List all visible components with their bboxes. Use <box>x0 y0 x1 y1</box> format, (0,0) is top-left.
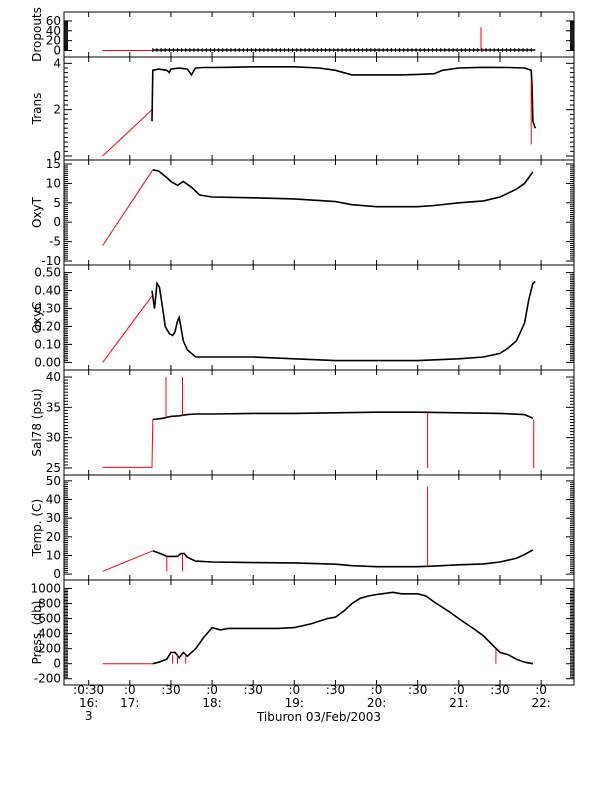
x-tick-label-hours: 16: <box>79 696 98 710</box>
panel-frame <box>63 369 575 476</box>
y-tick-label: -10 <box>41 254 61 268</box>
y-tick-label: 0.30 <box>34 302 61 316</box>
series-profile <box>152 591 534 665</box>
series-profile <box>152 169 534 208</box>
series-gap <box>102 550 153 572</box>
panels-layer: 0204060Dropouts024Trans-10-5051015OxyT0.… <box>30 7 575 686</box>
x-tick-label-minutes: :0 <box>535 683 547 697</box>
y-axis-label: Sal78 (psu) <box>30 388 44 456</box>
y-tick-label: 0 <box>53 149 61 163</box>
y-tick-label: 30 <box>46 511 61 525</box>
y-tick-label: 0.10 <box>34 337 61 351</box>
series-gap <box>102 419 154 468</box>
y-axis-label: Press. (db) <box>30 601 44 665</box>
x-tick-label-minutes: :0 <box>371 683 383 697</box>
x-tick-label-minutes: :0 <box>124 683 136 697</box>
x-tick-label-minutes: :0 <box>206 683 218 697</box>
y-tick-label: 0 <box>53 44 61 58</box>
x-axis-title: Tiburon 03/Feb/2003 <box>256 710 381 724</box>
panel-2: 0 2 4 Trans <box>30 56 575 163</box>
y-tick-label: 0 <box>53 215 61 229</box>
x-tick-label-hours: 20: <box>367 696 386 710</box>
y-tick-label: 40 <box>46 370 61 384</box>
series-gap <box>102 109 153 157</box>
y-tick-label: 0.20 <box>34 319 61 333</box>
series-profile <box>151 280 536 362</box>
series-gap <box>102 295 153 363</box>
x-tick-label-minutes: :0:30 <box>73 683 104 697</box>
y-tick-label: 30 <box>46 431 61 445</box>
series-gap <box>102 169 154 246</box>
y-axis-label: Temp. (C) <box>30 499 44 557</box>
y-tick-label: 800 <box>38 597 61 611</box>
panel-frame <box>63 56 575 161</box>
y-tick-label: 200 <box>38 642 61 656</box>
y-tick-label: 25 <box>46 461 61 475</box>
x-tick-label-minutes: :30 <box>408 683 427 697</box>
y-tick-label: 40 <box>46 493 61 507</box>
x-tick-label-minutes: :30 <box>490 683 509 697</box>
panel-4: 0.00 0.10 0.20 0.30 0.40 0.50 OxyC <box>30 264 575 371</box>
y-axis-label: Dropouts <box>30 7 44 62</box>
y-tick-label: 0.40 <box>34 284 61 298</box>
panel-frame <box>63 159 575 266</box>
y-tick-label: 40 <box>46 24 61 38</box>
y-tick-label: 0.00 <box>34 355 61 369</box>
x-tick-label-minutes: :30 <box>326 683 345 697</box>
x-tick-label-hours: 22: <box>531 696 550 710</box>
series-profile <box>151 66 537 129</box>
y-axis-label: OxyC <box>30 301 44 333</box>
y-tick-label: -5 <box>49 235 61 249</box>
panel-frame <box>63 579 575 686</box>
y-tick-label: 10 <box>46 176 61 190</box>
x-tick-label-hours: 18: <box>202 696 221 710</box>
y-tick-label: 400 <box>38 627 61 641</box>
y-tick-label: 10 <box>46 548 61 562</box>
y-tick-label: 20 <box>46 34 61 48</box>
series-profile <box>152 411 534 421</box>
x-tick-label-minutes: :30 <box>244 683 263 697</box>
y-axis-label: OxyT <box>30 196 44 228</box>
y-tick-label: 0 <box>53 567 61 581</box>
x-tick-label-minutes: :0 <box>453 683 465 697</box>
x-axis: :0:3016::017::30:018::30:019::30:020::30… <box>73 683 551 723</box>
y-tick-label: 50 <box>46 474 61 488</box>
panel-3: -10 -5 0 5 10 15 OxyT <box>30 157 575 268</box>
x-tick-label-hours: 19: <box>285 696 304 710</box>
y-tick-label: 4 <box>53 56 61 70</box>
y-tick-label: -200 <box>34 672 61 686</box>
series-profile <box>152 549 534 568</box>
y-tick-label: 35 <box>46 400 61 414</box>
y-tick-label: 20 <box>46 530 61 544</box>
x-tick-label-hours: 17: <box>120 696 139 710</box>
y-tick-label: 0.50 <box>34 266 61 280</box>
x-tick-label-minutes: :0 <box>288 683 300 697</box>
y-tick-label: 1000 <box>30 582 61 596</box>
y-tick-label: 15 <box>46 157 61 171</box>
x-day-label: 3 <box>85 709 93 723</box>
x-tick-label-hours: 21: <box>449 696 468 710</box>
y-tick-label: 0 <box>53 657 61 671</box>
y-tick-label: 60 <box>46 14 61 28</box>
x-tick-label-minutes: :30 <box>161 683 180 697</box>
y-axis-label: Trans <box>30 93 44 126</box>
y-tick-label: 5 <box>53 196 61 210</box>
y-tick-label: 2 <box>53 103 61 117</box>
y-tick-label: 600 <box>38 612 61 626</box>
